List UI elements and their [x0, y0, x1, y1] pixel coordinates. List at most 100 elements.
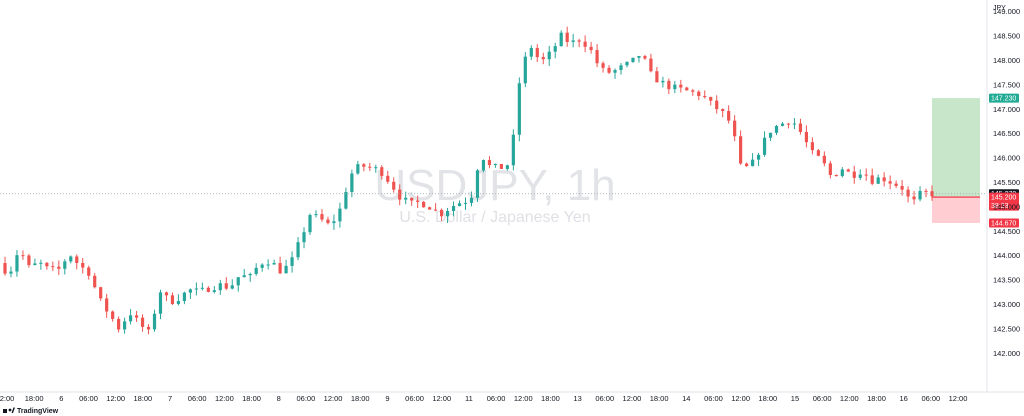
x-tick-label: 16 — [899, 394, 907, 403]
svg-text:144.670: 144.670 — [991, 221, 1016, 228]
x-tick-label: 18:00 — [351, 394, 370, 403]
candle — [350, 169, 354, 198]
candle — [356, 160, 360, 175]
candle — [858, 169, 862, 181]
x-tick-label: 18:00 — [650, 394, 669, 403]
candle — [774, 124, 779, 136]
candle — [918, 186, 922, 202]
candle — [284, 259, 288, 274]
x-tick-label: 12:00 — [623, 394, 642, 403]
candle — [840, 167, 844, 178]
x-tick-label: 14 — [682, 394, 690, 403]
y-tick-label: 143.500 — [993, 276, 1020, 285]
candle — [601, 61, 605, 73]
price-axis[interactable]: JPY 142.000 142.500 143.000 143.500 144.000 1… — [986, 0, 1020, 392]
candle — [667, 78, 671, 95]
x-tick-label: 06:00 — [704, 394, 723, 403]
long-position-tool[interactable] — [932, 98, 980, 224]
candle — [613, 68, 617, 79]
tradingview-logo-icon — [3, 407, 15, 413]
y-tick-label: 146.000 — [993, 154, 1020, 163]
candle — [416, 195, 420, 209]
candle — [27, 253, 31, 268]
candle — [685, 86, 689, 91]
candle — [33, 258, 37, 266]
y-tick-label: 148.500 — [993, 32, 1020, 41]
candle — [332, 214, 336, 230]
candle — [296, 236, 300, 261]
tradingview-logo[interactable]: TradingView — [3, 407, 59, 416]
x-tick-label: 12:00 — [731, 394, 750, 403]
candle — [374, 164, 378, 173]
candle — [260, 263, 264, 272]
candle — [750, 153, 755, 167]
x-tick-label: 18:00 — [133, 394, 152, 403]
candle — [254, 263, 258, 276]
svg-text:147.230: 147.230 — [991, 96, 1016, 103]
candle — [320, 209, 324, 222]
x-tick-label: 13 — [573, 394, 581, 403]
candles — [3, 26, 934, 335]
take-profit-badge: 147.230 — [989, 93, 1019, 103]
candle — [930, 185, 934, 201]
x-tick-label: 6 — [59, 394, 63, 403]
x-tick-label: 7 — [168, 394, 172, 403]
candle — [188, 288, 192, 299]
candle — [810, 137, 814, 155]
candle — [392, 177, 396, 193]
watermark-description: U.S. Dollar / Japanese Yen — [399, 209, 590, 226]
candle — [164, 291, 169, 301]
candle — [57, 260, 61, 276]
candle — [655, 66, 659, 83]
candle — [529, 45, 533, 61]
candle — [888, 175, 892, 190]
candle — [727, 105, 731, 124]
stop-zone[interactable] — [932, 197, 980, 224]
candle — [314, 210, 318, 218]
currency-label: JPY — [993, 5, 1006, 12]
candle — [876, 174, 880, 185]
candle — [619, 62, 623, 75]
candle — [445, 207, 450, 224]
candle — [242, 268, 246, 278]
candle — [583, 35, 587, 53]
candle — [152, 309, 157, 332]
candle — [398, 184, 402, 206]
candle — [894, 180, 898, 189]
candle — [673, 80, 677, 94]
candle — [882, 172, 886, 187]
candle — [308, 213, 312, 235]
candle — [224, 277, 228, 291]
candle — [93, 272, 97, 289]
y-tick-label: 145.500 — [993, 178, 1020, 187]
candle — [39, 259, 43, 270]
candle — [559, 30, 563, 47]
x-tick-label: 06:00 — [595, 394, 614, 403]
candle — [481, 159, 486, 173]
y-tick-label: 149.000 — [993, 7, 1020, 16]
x-tick-label: 06:00 — [188, 394, 207, 403]
target-zone[interactable] — [932, 98, 980, 198]
candle — [272, 259, 276, 265]
candle — [134, 310, 139, 323]
y-tick-label: 146.500 — [993, 129, 1020, 138]
brand-name: TradingView — [17, 408, 59, 415]
candle — [69, 255, 73, 264]
candle — [822, 151, 826, 167]
candle — [739, 130, 743, 165]
candle — [733, 115, 737, 142]
x-tick-label: 18:00 — [25, 394, 44, 403]
time-axis[interactable]: 2:00 18:00 6 06:00 12:00 18:00 7 06:00 12:00 18:0… — [0, 391, 1024, 403]
x-tick-label: 06:00 — [405, 394, 424, 403]
candle — [643, 54, 647, 60]
x-tick-label: 12:00 — [432, 394, 451, 403]
candle — [123, 317, 127, 334]
x-tick-label: 12:00 — [324, 394, 343, 403]
candle — [864, 168, 868, 181]
candle — [745, 162, 749, 167]
candle — [487, 156, 492, 169]
candle — [607, 65, 611, 75]
candle — [158, 289, 163, 320]
